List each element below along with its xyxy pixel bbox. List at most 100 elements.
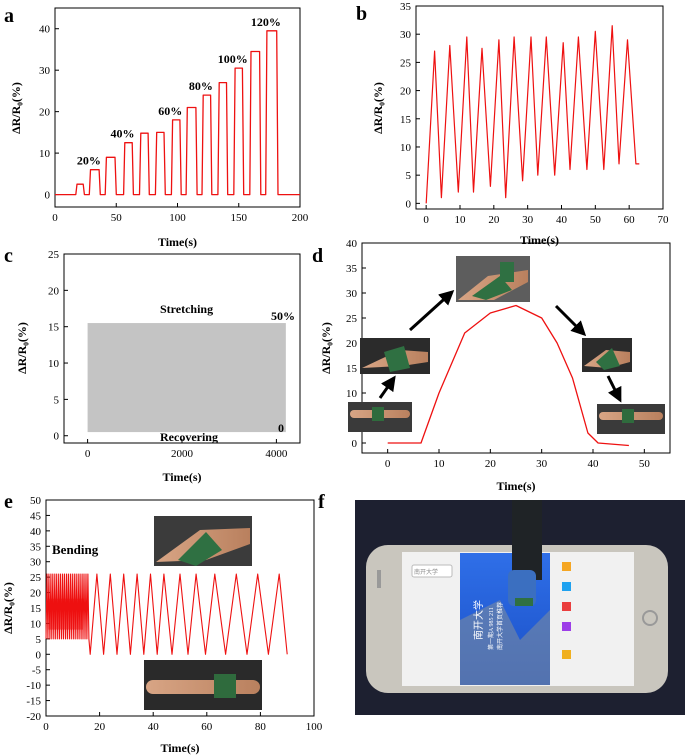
annotation-zero: 0 <box>278 421 284 435</box>
phone-app-icon-5 <box>562 650 571 659</box>
x-tick-label: 20 <box>94 721 106 733</box>
annotation-50-percent: 50% <box>271 309 295 323</box>
arrow-1 <box>378 375 396 399</box>
line-series-d <box>387 304 629 447</box>
x-tick-label: 4000 <box>265 448 288 460</box>
y-tick-label: 10 <box>346 388 358 400</box>
arrow-4 <box>606 375 622 403</box>
phone-home-button <box>642 610 658 626</box>
x-tick-label: 0 <box>423 214 429 226</box>
phone-speaker <box>377 570 381 588</box>
y-axis-label: ΔR/R₀(%) <box>319 322 333 374</box>
y-tick-label: 20 <box>346 338 358 350</box>
phone-search-bar <box>411 564 453 578</box>
y-tick-label: 15 <box>48 322 60 334</box>
y-tick-label: 10 <box>39 148 51 160</box>
arrow-3 <box>554 304 587 337</box>
stylus-holder <box>512 500 542 580</box>
strain-annotation: 40% <box>111 127 135 141</box>
y-tick-label: 20 <box>39 107 51 119</box>
y-axis-label: ΔR/R₀(%) <box>1 582 15 634</box>
x-tick-label: 40 <box>556 214 568 226</box>
y-tick-label: 15 <box>400 114 412 126</box>
phone-screen-subtitle-2: 南开大学首页推荐 <box>496 602 504 650</box>
chart-a: 0 50 100 150 200 0 10 20 30 40 Time(s) ΔR/R₀(%) 20% 4… <box>9 7 309 249</box>
strain-annotation: 80% <box>189 79 213 93</box>
x-tick-label: 0 <box>43 721 49 733</box>
strain-annotation: 20% <box>77 154 101 168</box>
panel-label-e: e <box>4 491 13 513</box>
line-series-a <box>55 30 300 196</box>
x-tick-label: 100 <box>169 212 186 224</box>
photo-inset-d-flat-2 <box>597 404 665 434</box>
x-axis-label: Time(s) <box>162 470 201 484</box>
y-tick-label: 0 <box>36 649 42 661</box>
y-tick-label: 35 <box>346 263 358 275</box>
x-tick-label: 20 <box>488 214 500 226</box>
x-tick-label: 20 <box>485 458 497 470</box>
dense-oscillation-block <box>48 598 84 630</box>
x-tick-label: 80 <box>255 721 267 733</box>
y-tick-label: 35 <box>400 1 412 13</box>
y-tick-label: 40 <box>346 238 358 250</box>
y-tick-label: 50 <box>30 495 42 507</box>
x-tick-label: 30 <box>522 214 534 226</box>
y-tick-label: 5 <box>406 170 412 182</box>
photo-inset-d-top <box>456 256 530 302</box>
y-tick-label: 45 <box>30 510 42 522</box>
y-tick-label: 25 <box>30 572 42 584</box>
x-tick-label: 40 <box>588 458 600 470</box>
y-tick-label: 0 <box>406 198 412 210</box>
stylus-tip-sensor <box>508 570 536 606</box>
x-tick-label: 70 <box>658 214 670 226</box>
annotation-bending: Bending <box>52 542 99 557</box>
y-tick-label: 30 <box>346 288 358 300</box>
panel-label-a: a <box>4 5 14 27</box>
y-axis-label: ΔR/R₀(%) <box>9 82 23 134</box>
y-tick-label: 40 <box>30 526 42 538</box>
y-tick-label: 25 <box>400 57 412 69</box>
x-tick-label: 60 <box>624 214 636 226</box>
chart-c: 0 2000 4000 0 5 10 15 20 25 Time(s) ΔR/R₀(%) <box>15 249 301 484</box>
x-axis-label: Time(s) <box>496 479 535 493</box>
x-tick-label: 50 <box>111 212 123 224</box>
x-tick-label: 30 <box>536 458 548 470</box>
y-tick-label: 15 <box>346 363 358 375</box>
x-tick-label: 40 <box>148 721 160 733</box>
photo-inset-d-bent-2 <box>582 338 632 372</box>
y-axis-label: ΔR/R₀(%) <box>371 82 385 134</box>
x-axis-label: Time(s) <box>520 233 559 247</box>
photo-inset-e-flat <box>144 660 262 710</box>
x-tick-label: 100 <box>306 721 323 733</box>
plot-frame <box>415 5 664 210</box>
phone-app-icon-1 <box>562 562 571 571</box>
photo-inset-d-bent <box>360 338 430 374</box>
chart-d: 010203040500510152025303540Time(s)ΔR/R₀(… <box>319 238 671 493</box>
chart-e: 0 20 40 60 80 100 -20 -15 -10 -5 0 5 10 15 20 25 30 35 40 4… <box>1 495 323 755</box>
y-tick-label: 30 <box>30 557 42 569</box>
photo-inset-d-flat <box>348 402 412 432</box>
x-tick-label: 2000 <box>171 448 194 460</box>
y-tick-label: 30 <box>400 29 412 41</box>
x-tick-label: 10 <box>454 214 466 226</box>
x-tick-label: 0 <box>385 458 391 470</box>
chart-b: 0 10 20 30 40 50 60 70 0 5 10 15 20 25 30 35 Time(s) ΔR/R… <box>371 1 669 247</box>
y-tick-label: 35 <box>30 541 42 553</box>
x-axis-label: Time(s) <box>160 741 199 755</box>
panel-label-d: d <box>312 245 323 267</box>
photo-f-phone: 南开大学 第一期A 985 211 南开大学首页推荐 南开大学 <box>355 500 685 715</box>
line-series-b <box>425 25 640 204</box>
y-tick-label: 20 <box>400 86 412 98</box>
x-tick-label: 10 <box>434 458 446 470</box>
cycling-band <box>87 323 286 433</box>
y-tick-label: 10 <box>400 142 412 154</box>
strain-annotation: 60% <box>158 104 182 118</box>
y-tick-label: 25 <box>346 313 358 325</box>
strain-annotation: 100% <box>218 52 248 66</box>
panel-label-c: c <box>4 245 13 267</box>
x-tick-label: 50 <box>639 458 651 470</box>
annotation-recovering: Recovering <box>160 430 218 444</box>
phone-screen-subtitle: 第一期A 985 211 <box>487 607 495 650</box>
y-tick-label: 5 <box>54 394 60 406</box>
